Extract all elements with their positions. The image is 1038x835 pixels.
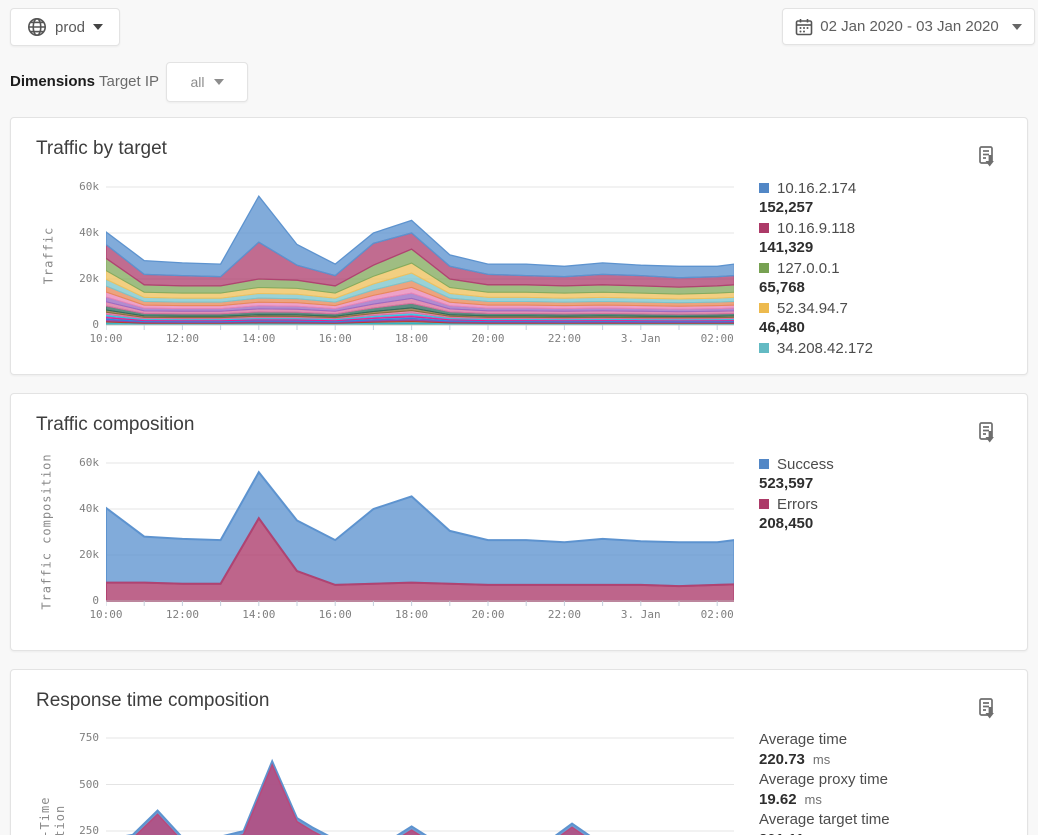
traffic-by-target-chart[interactable] <box>106 181 734 331</box>
metric-value: 19.62 ms <box>759 791 822 808</box>
series-proxy-time <box>125 758 591 835</box>
x-axis-tick: 12:00 <box>165 608 199 621</box>
environment-label: prod <box>54 18 86 36</box>
legend-value: 523,597 <box>759 475 814 492</box>
legend-swatch <box>759 183 769 193</box>
x-axis-tick: 3. Jan <box>620 332 661 345</box>
panel-traffic-composition: Traffic composition Traffic composition … <box>10 393 1028 651</box>
x-axis-tick: 20:00 <box>471 608 505 621</box>
metric-unit: ms <box>804 792 822 807</box>
y-axis-tick: 0 <box>92 318 99 331</box>
x-axis-tick: 3. Jan <box>620 608 661 621</box>
chevron-down-icon <box>93 24 104 30</box>
legend-label: 10.16.9.118 <box>777 219 856 237</box>
legend-swatch <box>759 499 769 509</box>
legend-swatch <box>759 263 769 273</box>
target-ip-label: Target IP <box>99 73 160 90</box>
legend-item[interactable]: 34.208.42.172 <box>759 338 1025 358</box>
series-target-time <box>135 763 585 835</box>
metric-label: Average target time <box>759 811 890 828</box>
download-report-icon[interactable] <box>979 422 997 450</box>
y-axis-tick: 750 <box>79 731 99 744</box>
x-axis-tick: 22:00 <box>547 608 581 621</box>
x-axis-tick: 22:00 <box>547 332 581 345</box>
x-axis-tick: 10:00 <box>89 332 123 345</box>
legend-label: 34.208.42.172 <box>777 339 873 357</box>
metric-value: 220.73 ms <box>759 751 831 768</box>
panel-response-time-composition: Response time composition Response-Time … <box>10 669 1028 835</box>
download-report-icon[interactable] <box>979 698 997 726</box>
y-axis-tick: 40k <box>79 502 99 515</box>
y-axis-tick: 500 <box>79 777 99 791</box>
legend-value: 65,768 <box>759 279 805 296</box>
y-axis-tick: 40k <box>79 226 99 239</box>
metric-unit: ms <box>812 752 831 767</box>
response-time-chart[interactable] <box>106 726 734 835</box>
legend-value <box>759 358 1025 374</box>
legend-label: 10.16.2.174 <box>777 179 857 197</box>
panel-title: Traffic by target <box>36 138 167 159</box>
legend-item[interactable]: Success <box>759 454 1025 474</box>
y-axis-tick: 60k <box>79 180 99 193</box>
y-axis-tick: 250 <box>79 824 99 835</box>
metric-value: 201.11 <box>759 830 1025 835</box>
legend-swatch <box>759 343 769 353</box>
target-ip-value: all <box>190 74 205 90</box>
x-axis-tick: 02:00 <box>700 608 734 621</box>
legend-item[interactable]: 127.0.0.1 <box>759 258 1025 278</box>
legend-label: Success <box>777 455 834 473</box>
series-success <box>106 470 734 588</box>
legend-item[interactable]: 52.34.94.7 <box>759 298 1025 318</box>
x-axis-tick: 10:00 <box>89 608 123 621</box>
x-axis-tick: 18:00 <box>395 608 429 621</box>
y-axis-tick: 20k <box>79 272 99 285</box>
x-axis-tick: 02:00 <box>700 332 734 345</box>
x-axis-tick: 16:00 <box>318 608 352 621</box>
calendar-icon <box>795 18 813 36</box>
target-ip-select[interactable]: all <box>166 62 248 102</box>
x-axis-tick: 20:00 <box>471 332 505 345</box>
metric-label: Average time <box>759 731 848 748</box>
panel-title: Response time composition <box>36 690 270 711</box>
legend-swatch <box>759 459 769 469</box>
legend-swatch <box>759 303 769 313</box>
panel-title: Traffic composition <box>36 414 195 435</box>
y-axis-tick: 0 <box>92 594 99 607</box>
x-axis-tick: 18:00 <box>395 332 429 345</box>
legend-label: 52.34.94.7 <box>777 299 848 317</box>
date-range-label: 02 Jan 2020 - 03 Jan 2020 <box>820 18 999 35</box>
x-axis-tick: 14:00 <box>242 608 276 621</box>
legend-value: 46,480 <box>759 319 805 336</box>
environment-selector[interactable]: prod <box>10 8 120 46</box>
chevron-down-icon <box>213 79 224 85</box>
panel-traffic-by-target: Traffic by target Traffic 0 20k 40k 60k 10:… <box>10 117 1028 375</box>
legend-value: 152,257 <box>759 199 814 216</box>
x-axis-tick: 12:00 <box>165 332 199 345</box>
y-axis-tick: 20k <box>79 548 99 561</box>
download-report-icon[interactable] <box>979 146 997 174</box>
globe-icon <box>27 17 47 37</box>
legend-item[interactable]: 10.16.2.174 <box>759 178 1025 198</box>
legend-item[interactable]: Errors <box>759 494 1025 514</box>
legend-label: Errors <box>777 495 818 513</box>
y-axis-label: Traffic composition <box>39 453 54 610</box>
legend-value: 141,329 <box>759 239 814 256</box>
legend-label: 127.0.0.1 <box>777 259 840 277</box>
chevron-down-icon <box>1011 23 1022 30</box>
date-range-picker[interactable]: 02 Jan 2020 - 03 Jan 2020 <box>782 8 1035 45</box>
dimensions-label: Dimensions <box>10 73 96 90</box>
legend-item[interactable]: 10.16.9.118 <box>759 218 1025 238</box>
x-axis-tick: 14:00 <box>242 332 276 345</box>
metric-label: Average proxy time <box>759 771 888 788</box>
legend-value: 208,450 <box>759 515 814 532</box>
y-axis-label: Traffic <box>41 226 56 285</box>
series-10.16.2.174 <box>106 195 734 279</box>
legend-swatch <box>759 223 769 233</box>
x-axis-tick: 16:00 <box>318 332 352 345</box>
traffic-composition-chart[interactable] <box>106 457 734 607</box>
y-axis-tick: 60k <box>79 456 99 469</box>
